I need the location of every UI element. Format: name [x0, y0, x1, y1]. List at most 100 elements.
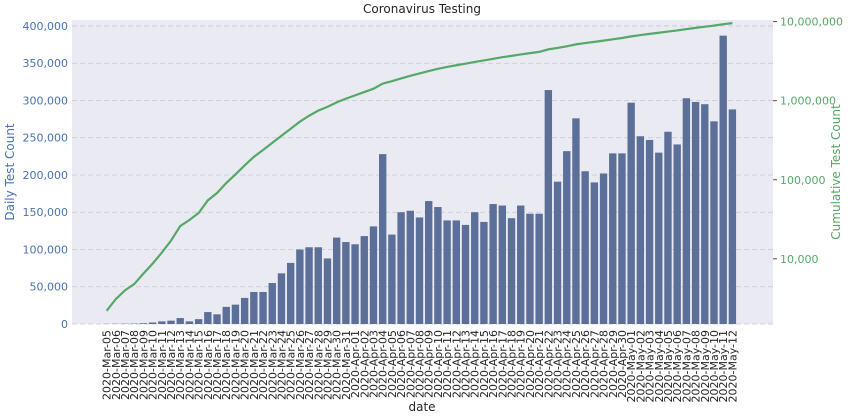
- bar: [489, 204, 497, 324]
- bar: [581, 171, 589, 324]
- x-tick-label: 2020-Apr-25: [570, 330, 583, 398]
- bar: [443, 220, 451, 324]
- x-tick-label: 2020-Mar-22: [257, 330, 270, 400]
- x-tick-label: 2020-Mar-30: [331, 330, 344, 400]
- bar: [535, 213, 543, 324]
- y-tick-label: 250,000: [23, 132, 69, 145]
- bar: [682, 98, 691, 324]
- x-tick-label: 2020-Mar-15: [193, 330, 206, 400]
- bar: [332, 237, 341, 324]
- x-tick-label: 2020-Mar-08: [128, 330, 141, 400]
- y-tick-label: 400,000: [23, 20, 69, 33]
- bar: [636, 136, 645, 324]
- bar: [268, 283, 276, 324]
- x-tick-label: 2020-Mar-11: [156, 330, 169, 400]
- x-tick-label: 2020-May-11: [717, 330, 730, 402]
- bar: [507, 218, 516, 324]
- chart-title: Coronavirus Testing: [363, 2, 481, 16]
- x-tick-label: 2020-Mar-23: [266, 330, 279, 400]
- bar: [204, 312, 212, 324]
- x-tick-label: 2020-May-08: [690, 330, 703, 402]
- x-tick-label: 2020-Mar-14: [183, 330, 196, 400]
- bar: [250, 291, 258, 324]
- bar: [691, 101, 700, 324]
- bar: [471, 212, 479, 324]
- y-tick-label: 0: [61, 318, 68, 331]
- bar: [664, 131, 672, 324]
- line: [105, 22, 733, 312]
- x-tick-label: 2020-May-06: [671, 330, 684, 402]
- bar: [397, 212, 405, 324]
- bar: [360, 236, 368, 324]
- y2-tick-label: 1,000,000: [780, 95, 836, 108]
- bar: [572, 118, 580, 325]
- x-tick-label: 2020-Apr-16: [487, 330, 500, 398]
- x-tick-label: 2020-Apr-07: [404, 330, 417, 398]
- x-tick-label: 2020-Mar-25: [285, 330, 298, 400]
- x-tick-label: 2020-Apr-05: [386, 330, 399, 398]
- x-tick-label: 2020-May-07: [680, 330, 693, 402]
- y-tick-label: 50,000: [30, 281, 69, 294]
- bar: [277, 273, 286, 324]
- x-tick-label: 2020-Mar-06: [110, 330, 123, 400]
- bar: [240, 297, 249, 324]
- bar: [323, 258, 332, 324]
- bar: [710, 121, 718, 324]
- x-tick-label: 2020-Mar-12: [165, 330, 178, 400]
- x-tick-label: 2020-Apr-02: [358, 330, 371, 398]
- bar: [286, 262, 295, 324]
- bar: [599, 173, 608, 324]
- y-tick-label: 200,000: [23, 169, 69, 182]
- bar: [351, 244, 359, 324]
- bar: [342, 242, 350, 324]
- bar: [231, 304, 240, 324]
- x-tick-label: 2020-Apr-29: [607, 330, 620, 398]
- x-tick-label: 2020-Mar-20: [239, 330, 252, 400]
- bar: [369, 226, 378, 324]
- bar: [480, 221, 488, 324]
- bar: [176, 318, 184, 324]
- x-tick-label: 2020-Apr-22: [542, 330, 555, 398]
- bar: [563, 151, 571, 324]
- x-tick-label: 2020-Mar-27: [303, 330, 316, 400]
- bar: [452, 220, 460, 324]
- bar: [498, 205, 507, 324]
- y-tick-label: 150,000: [23, 206, 69, 219]
- bar: [701, 104, 709, 324]
- x-tick-label: 2020-Apr-24: [561, 330, 574, 398]
- bar: [158, 321, 166, 324]
- bar: [167, 320, 175, 324]
- x-tick-label: 2020-Mar-18: [220, 330, 233, 400]
- bar: [296, 249, 304, 324]
- x-tick-label: 2020-Apr-06: [395, 330, 408, 398]
- bar: [517, 205, 525, 324]
- x-tick-label: 2020-Apr-09: [423, 330, 436, 398]
- y2-tick-label: 10,000,000: [780, 16, 843, 29]
- x-tick-label: 2020-Mar-21: [248, 330, 261, 400]
- x-tick-label: 2020-May-01: [625, 330, 638, 402]
- x-tick-label: 2020-Apr-27: [588, 330, 601, 398]
- x-tick-label: 2020-May-10: [708, 330, 721, 402]
- x-tick-label: 2020-Mar-31: [340, 330, 353, 400]
- bar: [719, 35, 727, 324]
- bar: [627, 102, 635, 325]
- x-tick-label: 2020-Apr-13: [460, 330, 473, 398]
- x-tick-label: 2020-May-02: [634, 330, 647, 402]
- bar: [222, 306, 230, 324]
- x-tick-label: 2020-Apr-30: [616, 330, 629, 398]
- x-tick-label: 2020-Apr-20: [524, 330, 537, 398]
- x-tick-label: 2020-Apr-17: [496, 330, 509, 398]
- bar: [314, 247, 322, 324]
- bar: [645, 139, 654, 324]
- x-tick-label: 2020-Apr-03: [367, 330, 380, 398]
- x-tick-label: 2020-Apr-28: [598, 330, 611, 398]
- x-tick-label: 2020-Apr-10: [432, 330, 445, 398]
- x-tick-label: 2020-Mar-09: [137, 330, 150, 400]
- x-tick-label: 2020-Mar-17: [211, 330, 224, 400]
- x-tick-label: 2020-Mar-16: [202, 330, 215, 400]
- x-tick-label: 2020-May-04: [653, 330, 666, 402]
- bar: [259, 291, 267, 324]
- bar: [590, 182, 599, 324]
- bar: [461, 224, 470, 324]
